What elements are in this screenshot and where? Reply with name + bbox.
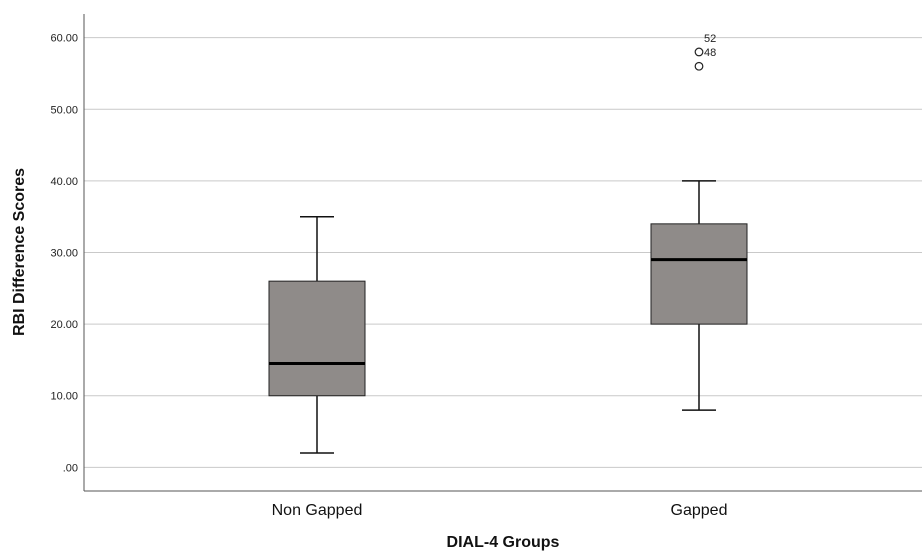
- box-non-gapped: [268, 215, 366, 454]
- y-tick-label: 20.00: [50, 319, 78, 331]
- outlier-point: [694, 47, 704, 57]
- outlier-point: [694, 61, 704, 71]
- y-tick-label: 10.00: [50, 391, 78, 403]
- x-tick-label: Non Gapped: [272, 502, 363, 519]
- x-tick-labels: Non Gapped Gapped: [272, 502, 728, 519]
- outlier-label: 52: [704, 33, 716, 45]
- y-tick-label: .00: [63, 462, 78, 474]
- y-axis-title: RBI Difference Scores: [11, 168, 28, 336]
- y-tick-labels: .00 10.00 20.00 30.00 40.00 50.00 60.00: [50, 33, 78, 475]
- x-tick-label: Gapped: [671, 502, 728, 519]
- iqr-box: [650, 223, 748, 325]
- y-tick-label: 60.00: [50, 33, 78, 45]
- axes: [83, 14, 922, 492]
- y-tick-label: 50.00: [50, 104, 78, 116]
- y-tick-label: 30.00: [50, 248, 78, 260]
- x-axis-title: DIAL-4 Groups: [447, 534, 560, 551]
- outlier-label: 48: [704, 47, 716, 59]
- y-tick-label: 40.00: [50, 176, 78, 188]
- iqr-box: [268, 280, 366, 397]
- gridlines: [84, 37, 922, 468]
